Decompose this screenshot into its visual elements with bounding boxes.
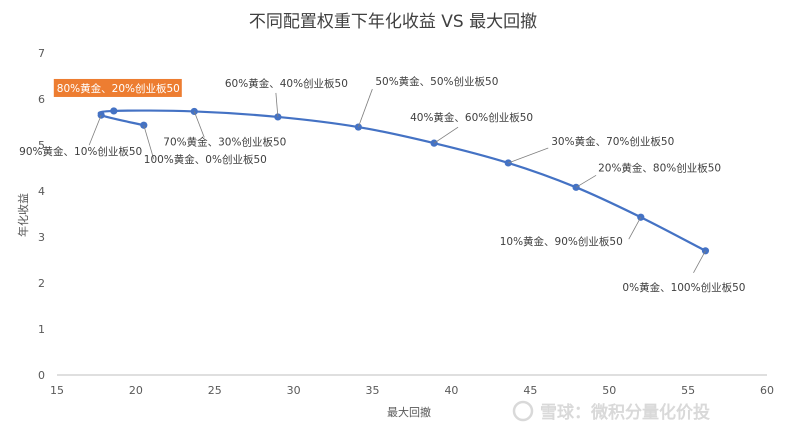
y-axis-label: 年化收益 [16, 193, 30, 237]
x-tick-label: 35 [366, 384, 380, 397]
watermark-text: 雪球：微积分量化价投 [540, 402, 710, 423]
highlight-label-box [53, 78, 182, 97]
point-label: 70%黄金、30%创业板50 [163, 135, 286, 148]
x-tick-label: 20 [129, 384, 143, 397]
chart-title: 不同配置权重下年化收益 VS 最大回撤 [249, 12, 537, 32]
leader-line [193, 111, 205, 138]
x-tick-label: 50 [602, 384, 616, 397]
snowball-logo-icon [512, 400, 534, 422]
point-label: 80%黄金、20%创业板50 [57, 82, 180, 95]
point-label: 30%黄金、70%创业板50 [551, 135, 674, 148]
series-layer [97, 107, 710, 255]
x-tick-label: 40 [444, 384, 458, 397]
data-point [637, 213, 645, 221]
x-tick-label: 25 [208, 384, 222, 397]
x-tick-label: 55 [681, 384, 695, 397]
leader-line [275, 92, 279, 117]
y-tick-label: 6 [38, 93, 45, 106]
x-tick-label: 45 [523, 384, 537, 397]
leader-line [433, 126, 459, 144]
x-tick-label: 15 [50, 384, 64, 397]
point-label: 100%黄金、0%创业板50 [144, 153, 267, 166]
watermark: 雪球：微积分量化价投 [512, 400, 710, 423]
leader-line [357, 88, 373, 128]
y-tick-label: 4 [38, 185, 45, 198]
y-tick-label: 3 [38, 231, 45, 244]
point-label: 40%黄金、60%创业板50 [410, 111, 533, 124]
x-axis-label: 最大回撤 [387, 405, 431, 419]
leader-line [693, 250, 706, 273]
x-tick-label: 30 [287, 384, 301, 397]
leader-line [508, 147, 549, 164]
y-tick-label: 5 [38, 139, 45, 152]
series-line [97, 109, 706, 252]
data-point [110, 107, 118, 115]
leader-line [575, 174, 597, 188]
y-tick-label: 2 [38, 277, 45, 290]
point-label: 0%黄金、100%创业板50 [622, 281, 745, 294]
point-label: 50%黄金、50%创业板50 [375, 75, 498, 88]
leader-line [628, 217, 642, 240]
point-label: 10%黄金、90%创业板50 [500, 235, 623, 248]
leader-line [143, 125, 155, 160]
y-tick-label: 1 [38, 323, 45, 336]
y-tick-label: 0 [38, 369, 45, 382]
x-tick-label: 60 [760, 384, 774, 397]
point-label: 20%黄金、80%创业板50 [598, 161, 721, 174]
leader-line [88, 114, 102, 146]
point-label: 60%黄金、40%创业板50 [225, 77, 348, 90]
y-tick-label: 7 [38, 47, 45, 60]
point-label: 90%黄金、10%创业板50 [19, 145, 142, 158]
data-point [701, 247, 710, 255]
